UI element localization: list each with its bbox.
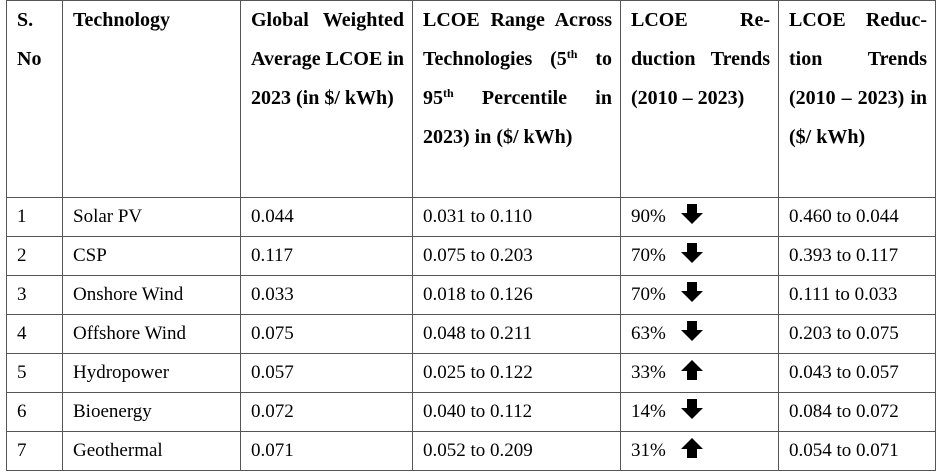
header-sno: S. No [6, 0, 63, 198]
cell-sno: 6 [6, 392, 63, 432]
cell-global-lcoe: 0.075 [240, 314, 413, 354]
arrow-down-icon [680, 279, 704, 302]
arrow-up-icon [680, 435, 704, 458]
header-lcoe-range-mid: to 95 [423, 48, 612, 109]
cell-reduction-values: 0.203 to 0.075 [778, 314, 936, 354]
superscript-th: th [566, 47, 578, 61]
cell-reduction-trend: 14% [620, 392, 779, 432]
cell-reduction-values: 0.393 to 0.117 [778, 236, 936, 276]
header-technology: Technology [62, 0, 241, 198]
table-row: 5 Hydropower 0.057 0.025 to 0.122 33% 0.043 t… [6, 353, 936, 393]
reduction-percent: 90% [631, 206, 666, 227]
cell-sno: 5 [6, 353, 63, 393]
cell-technology: CSP [62, 236, 241, 276]
arrow-down-icon [680, 201, 704, 224]
cell-technology: Solar PV [62, 197, 241, 237]
header-lcoe-range-post: Per­centile in 2023) in ($/ kWh) [423, 87, 612, 148]
header-lcoe-range-text: LCOE Range Across Technolo­gies (5 [423, 9, 612, 70]
cell-sno: 7 [6, 431, 63, 471]
cell-sno: 3 [6, 275, 63, 315]
lcoe-table: S. No Technology Global Weighted Aver­ag… [6, 0, 936, 471]
cell-lcoe-range: 0.031 to 0.110 [412, 197, 621, 237]
reduction-percent: 14% [631, 401, 666, 422]
table-row: 1 Solar PV 0.044 0.031 to 0.110 90% 0.460 to … [6, 197, 936, 237]
cell-reduction-trend: 63% [620, 314, 779, 354]
cell-reduction-trend: 31% [620, 431, 779, 471]
reduction-percent: 33% [631, 362, 666, 383]
cell-lcoe-range: 0.025 to 0.122 [412, 353, 621, 393]
cell-global-lcoe: 0.033 [240, 275, 413, 315]
cell-global-lcoe: 0.117 [240, 236, 413, 276]
reduction-percent: 31% [631, 440, 666, 461]
cell-technology: Offshore Wind [62, 314, 241, 354]
header-reduction-values: LCOE Reduc­tion Trends (2010 – 2023) in … [778, 0, 936, 198]
arrow-down-icon [680, 318, 704, 341]
cell-lcoe-range: 0.018 to 0.126 [412, 275, 621, 315]
cell-reduction-values: 0.084 to 0.072 [778, 392, 936, 432]
cell-technology: Onshore Wind [62, 275, 241, 315]
cell-lcoe-range: 0.075 to 0.203 [412, 236, 621, 276]
reduction-percent: 70% [631, 245, 666, 266]
cell-global-lcoe: 0.072 [240, 392, 413, 432]
cell-sno: 2 [6, 236, 63, 276]
table-row: 4 Offshore Wind 0.075 0.048 to 0.211 63% 0.20… [6, 314, 936, 354]
cell-reduction-trend: 70% [620, 236, 779, 276]
cell-global-lcoe: 0.057 [240, 353, 413, 393]
cell-sno: 4 [6, 314, 63, 354]
table-body: 1 Solar PV 0.044 0.031 to 0.110 90% 0.460 to … [6, 197, 936, 471]
cell-global-lcoe: 0.044 [240, 197, 413, 237]
reduction-percent: 63% [631, 323, 666, 344]
table-row: 2 CSP 0.117 0.075 to 0.203 70% 0.393 to 0.117 [6, 236, 936, 276]
cell-lcoe-range: 0.052 to 0.209 [412, 431, 621, 471]
header-reduction-trend: LCOE Re­duction Trends (2010 – 2023) [620, 0, 779, 198]
reduction-percent: 70% [631, 284, 666, 305]
cell-reduction-values: 0.054 to 0.071 [778, 431, 936, 471]
cell-lcoe-range: 0.040 to 0.112 [412, 392, 621, 432]
arrow-up-icon [680, 357, 704, 380]
cell-lcoe-range: 0.048 to 0.211 [412, 314, 621, 354]
cell-reduction-values: 0.111 to 0.033 [778, 275, 936, 315]
cell-reduction-trend: 70% [620, 275, 779, 315]
table-row: 6 Bioenergy 0.072 0.040 to 0.112 14% 0.084 to… [6, 392, 936, 432]
cell-technology: Bioenergy [62, 392, 241, 432]
cell-technology: Geothermal [62, 431, 241, 471]
cell-global-lcoe: 0.071 [240, 431, 413, 471]
table-row: 3 Onshore Wind 0.033 0.018 to 0.126 70% 0.111… [6, 275, 936, 315]
header-row: S. No Technology Global Weighted Aver­ag… [6, 0, 936, 198]
superscript-th: th [443, 86, 454, 100]
cell-sno: 1 [6, 197, 63, 237]
cell-reduction-values: 0.043 to 0.057 [778, 353, 936, 393]
cell-reduction-values: 0.460 to 0.044 [778, 197, 936, 237]
header-global-lcoe: Global Weighted Aver­age LCOE in 2023 (i… [240, 0, 413, 198]
cell-technology: Hydropower [62, 353, 241, 393]
arrow-down-icon [680, 240, 704, 263]
table-row: 7 Geothermal 0.071 0.052 to 0.209 31% 0.054 t… [6, 431, 936, 471]
cell-reduction-trend: 90% [620, 197, 779, 237]
cell-reduction-trend: 33% [620, 353, 779, 393]
header-lcoe-range: LCOE Range Across Technolo­gies (5th to … [412, 0, 621, 198]
arrow-down-icon [680, 396, 704, 419]
